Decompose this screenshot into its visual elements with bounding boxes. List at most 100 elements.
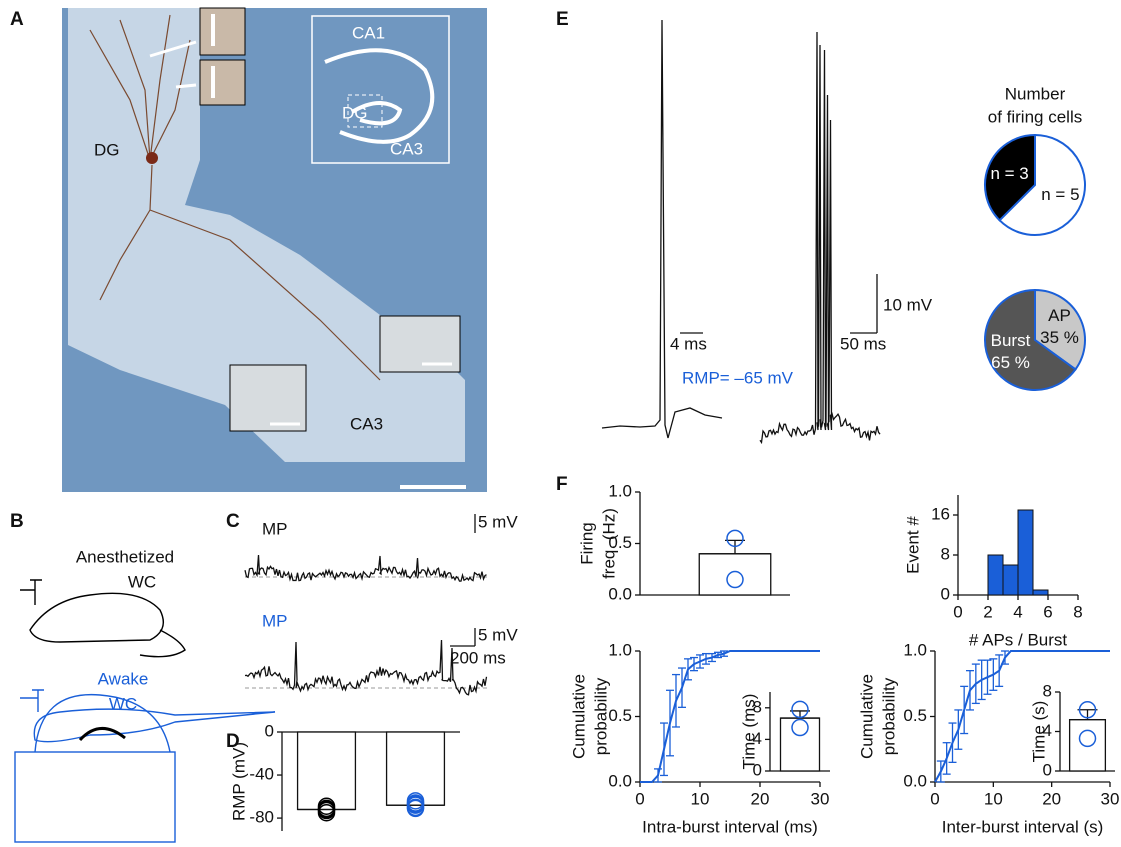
scale-label: 200 ms	[450, 648, 506, 667]
pie-slice	[1034, 288, 1086, 371]
scale-label: 10 mV	[883, 295, 933, 314]
x-tick-label: 30	[1101, 789, 1120, 808]
region-box	[347, 94, 383, 128]
data-point	[406, 799, 425, 818]
y-tick-label: 16	[931, 504, 950, 523]
region-label: DG	[94, 140, 120, 159]
inset-box	[229, 364, 307, 432]
pie-slice	[984, 133, 1036, 222]
y-tick-label: 0.0	[903, 771, 927, 790]
panel-label: F	[556, 474, 568, 495]
data-point	[317, 803, 336, 822]
y-axis-label: Cumulative	[569, 674, 588, 759]
trace	[759, 31, 881, 445]
pie-category: AP	[1048, 306, 1071, 325]
scale-label: 5 mV	[478, 512, 518, 531]
bar	[779, 717, 821, 772]
y-tick-label: 1.0	[608, 640, 632, 659]
x-tick-label: 8	[1073, 602, 1082, 621]
y-tick-label: 1.0	[903, 640, 927, 659]
platform	[14, 751, 176, 843]
hippocampus-outline	[324, 48, 435, 144]
x-tick-label: 6	[1043, 602, 1052, 621]
x-axis-label: Inter-burst interval (s)	[942, 817, 1104, 836]
x-tick-label: 0	[953, 602, 962, 621]
y-axis-label: Firing	[577, 522, 596, 565]
pie-title: Number	[1005, 84, 1066, 103]
micrograph: DG CA1 DG CA3 CA3	[62, 7, 487, 492]
y-axis-label: Event #	[903, 516, 922, 574]
pie-slice	[998, 133, 1086, 236]
y-tick-label: 0	[941, 584, 950, 603]
inset-box	[199, 7, 246, 56]
trace	[244, 639, 488, 696]
condition-label: Anesthetized	[76, 547, 174, 566]
region-label: CA3	[350, 414, 383, 433]
x-tick-label: 4	[1013, 602, 1022, 621]
y-tick-label: 0.0	[608, 584, 632, 603]
x-tick-label: 20	[751, 789, 770, 808]
y-tick-label: 0	[1043, 760, 1052, 779]
y-tick-label: 1.0	[608, 481, 632, 500]
electrode	[20, 689, 44, 712]
rmp-label: RMP= –65 mV	[682, 368, 794, 387]
y-tick-label: 0	[753, 760, 762, 779]
y-axis-label: Time (ms)	[739, 694, 758, 770]
pie-title: of firing cells	[988, 107, 1082, 126]
arrow	[149, 40, 197, 58]
condition-label: WC	[128, 572, 156, 591]
y-tick-label: 0	[265, 721, 274, 740]
rotation-arrow	[78, 727, 126, 742]
scale-label: 4 ms	[670, 334, 707, 353]
pie-value-label: 35 %	[1040, 328, 1079, 347]
y-tick-label: 8	[941, 544, 950, 563]
y-axis-label: Time (s)	[1029, 701, 1048, 763]
electrode	[20, 579, 42, 605]
trace	[601, 19, 723, 439]
data-point	[726, 570, 744, 589]
overview-box	[311, 15, 450, 164]
bar	[1068, 719, 1107, 772]
x-tick-label: 0	[635, 789, 644, 808]
x-tick-label: 0	[930, 789, 939, 808]
pie-value-label: n = 3	[990, 164, 1028, 183]
pie-value-label: 65 %	[991, 353, 1030, 372]
soma	[146, 152, 158, 164]
treadmill-dome	[34, 693, 171, 753]
y-tick-label: 0.5	[903, 706, 927, 725]
panel-label: E	[556, 9, 569, 30]
y-tick-label: 8	[753, 697, 762, 716]
scale-label: 50 ms	[840, 334, 886, 353]
y-tick-label: 8	[1043, 681, 1052, 700]
bar	[698, 553, 772, 596]
trace-label: MP	[262, 519, 288, 538]
y-tick-label: 4	[1043, 721, 1052, 740]
x-axis-label: Intra-burst interval (ms)	[642, 817, 818, 836]
y-axis-label: RMP (mV)	[229, 742, 248, 821]
bar	[296, 731, 357, 811]
y-tick-label: 0.0	[608, 771, 632, 790]
histogram-bar	[987, 554, 1004, 596]
data-point	[791, 718, 809, 737]
data-point	[1078, 729, 1097, 748]
panel-label: A	[10, 9, 24, 30]
rat-awake	[33, 708, 276, 743]
y-tick-label: 4	[753, 729, 762, 748]
y-axis-label: freq. (Hz)	[599, 508, 618, 579]
region-label: CA3	[390, 139, 423, 158]
neuron	[89, 14, 381, 381]
bar	[385, 731, 446, 806]
inset-box	[199, 59, 246, 106]
data-point	[791, 700, 809, 719]
micrograph-tissue	[68, 8, 465, 462]
arrow	[175, 83, 197, 89]
scale-label: 5 mV	[478, 625, 518, 644]
schematic	[14, 579, 276, 843]
panel-label: B	[10, 511, 24, 532]
region-label: CA1	[352, 23, 385, 42]
histogram-bar	[1017, 509, 1034, 596]
rat-anesthetized	[29, 592, 186, 658]
y-axis-label: probability	[879, 677, 898, 755]
x-tick-label: 10	[691, 789, 710, 808]
